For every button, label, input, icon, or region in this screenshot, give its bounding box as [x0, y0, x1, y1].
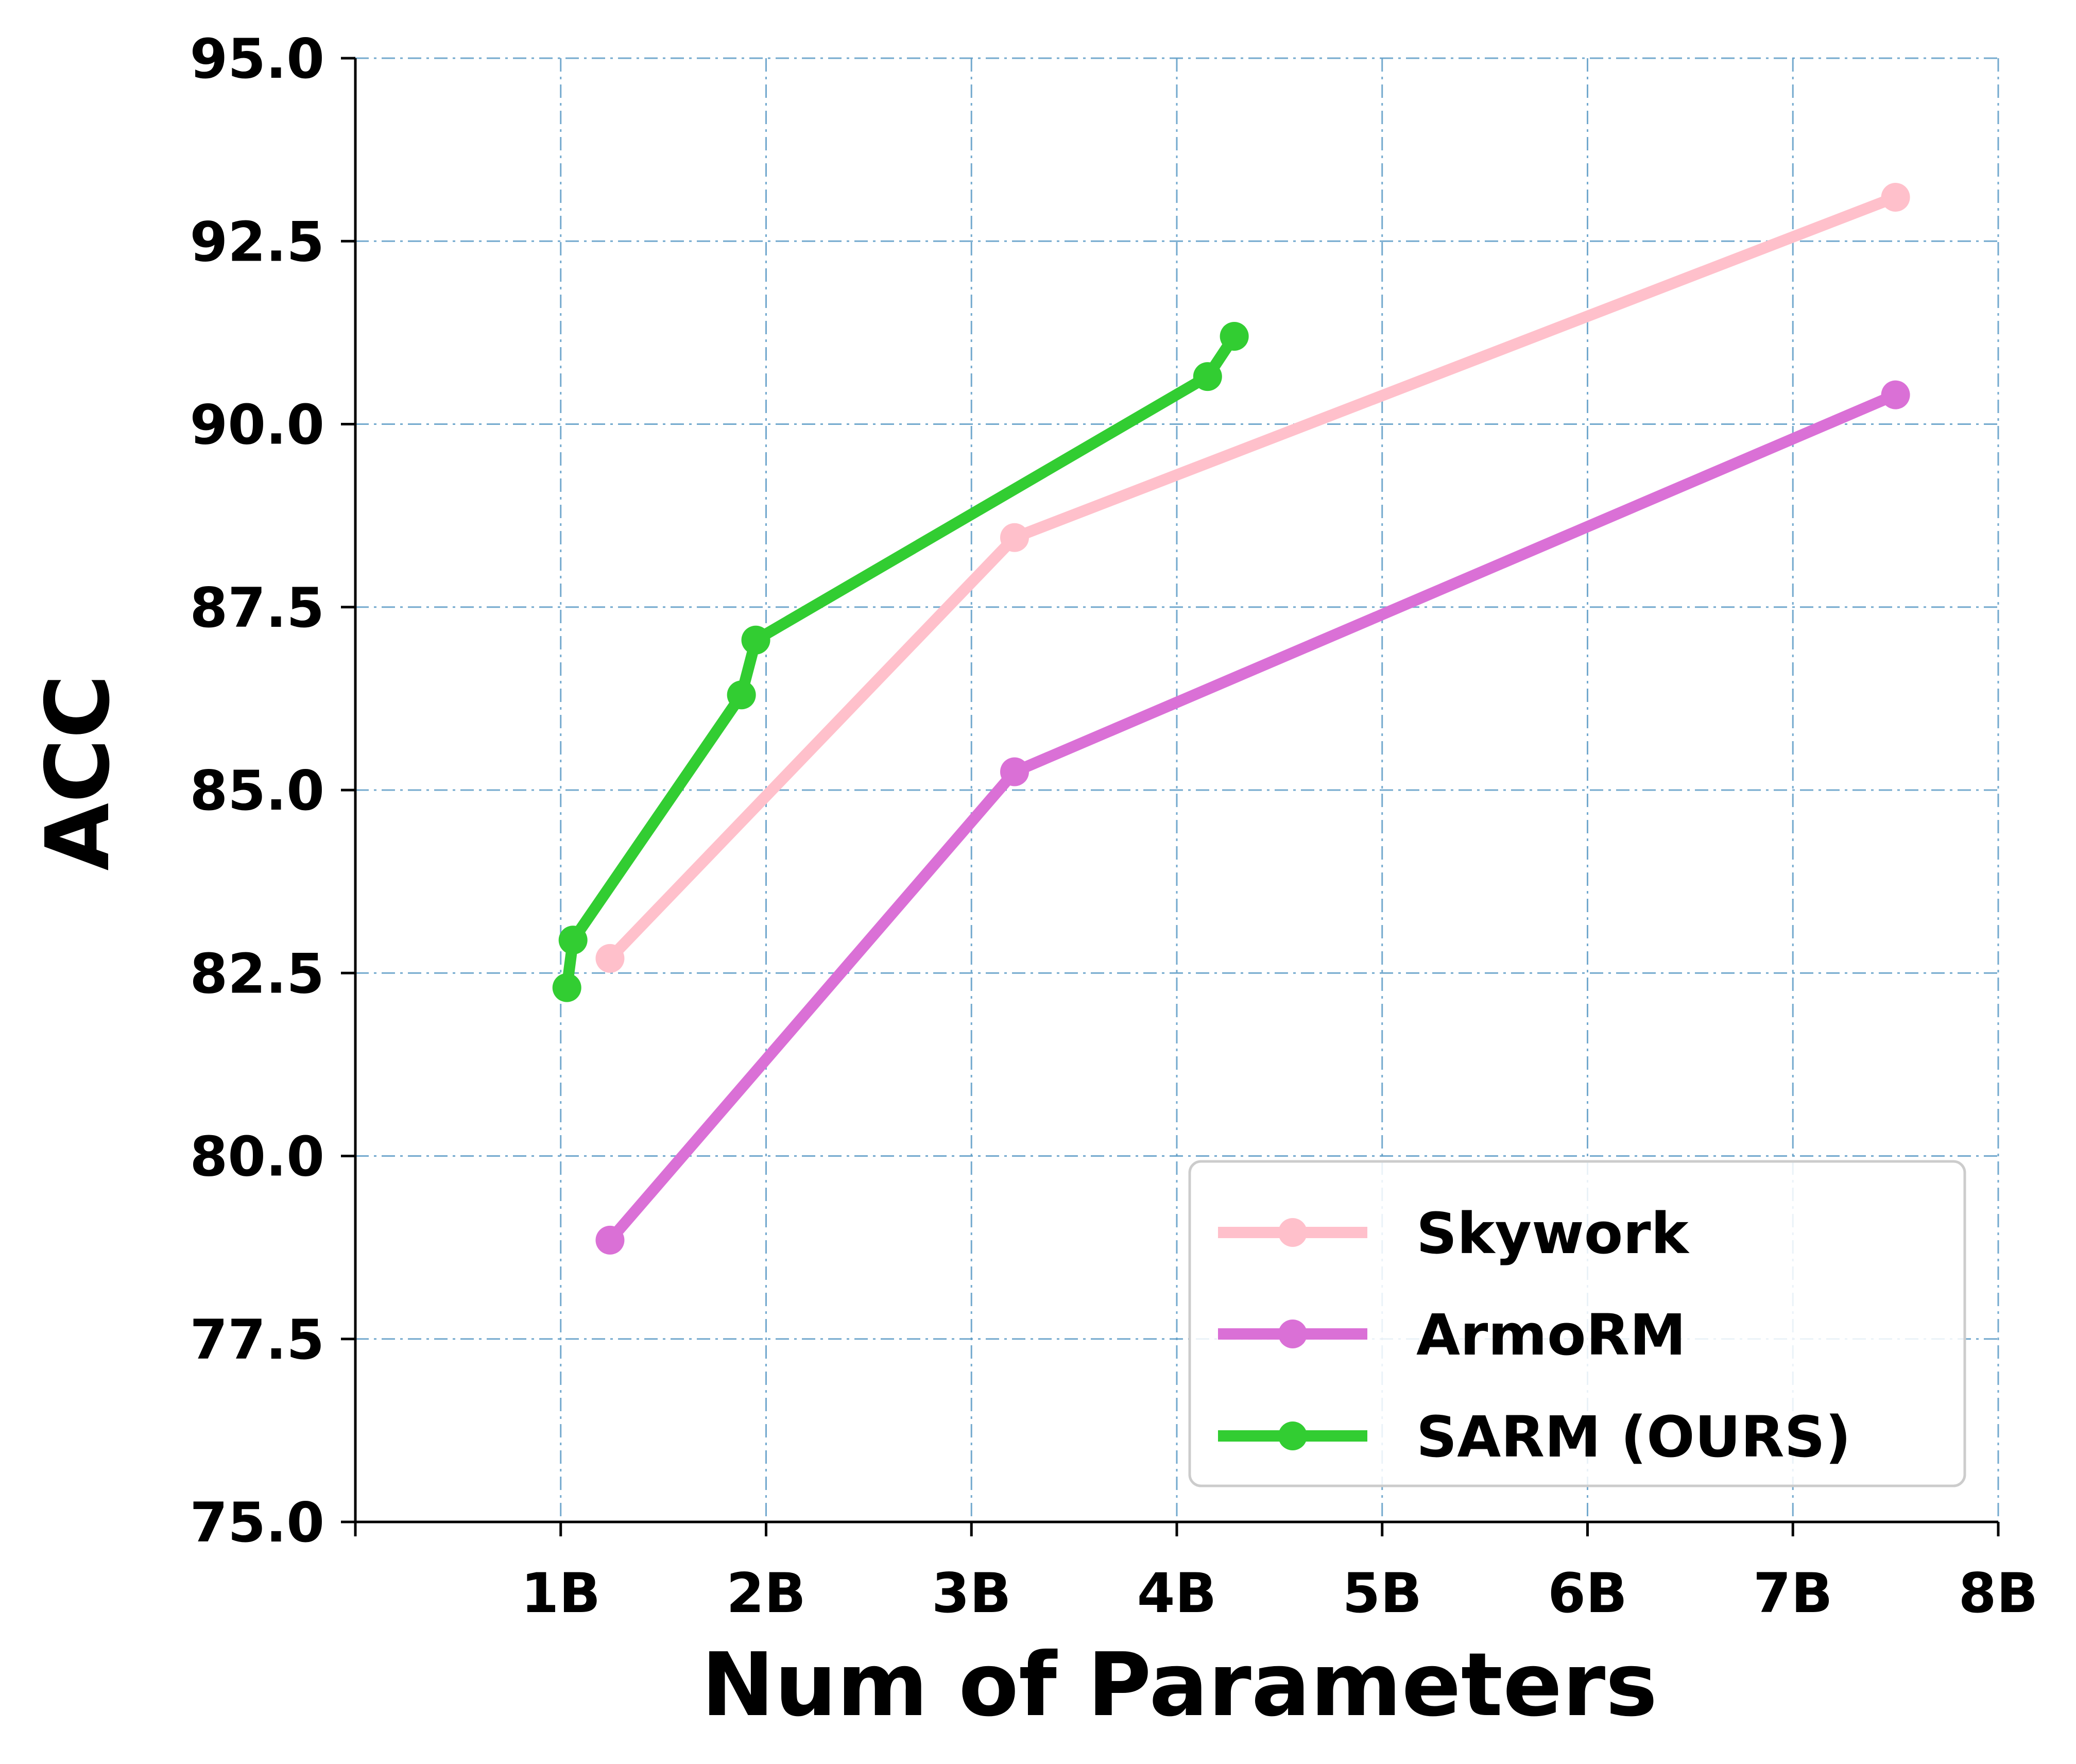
- legend: Skywork ArmoRM SARM (OURS): [1188, 1160, 1966, 1487]
- y-tick-label-0: 75.0: [190, 1491, 324, 1554]
- y-tick-label-1: 77.5: [190, 1308, 324, 1372]
- axes: [341, 57, 2000, 1536]
- y-tick-label-6: 90.0: [190, 393, 324, 457]
- data-point-1-0: [595, 1225, 625, 1255]
- data-point-2-2: [727, 680, 756, 710]
- data-point-2-3: [741, 625, 770, 655]
- x-tick-label-0: 1B: [521, 1562, 601, 1625]
- data-point-2-4: [1193, 362, 1222, 391]
- x-tick-label-3: 4B: [1137, 1562, 1217, 1625]
- x-tick-label-5: 6B: [1548, 1562, 1627, 1625]
- y-tick-label-3: 82.5: [190, 942, 324, 1005]
- y-tick-label-7: 92.5: [190, 210, 324, 273]
- x-tick-label-2: 3B: [932, 1562, 1011, 1625]
- y-tick-label-4: 85.0: [190, 759, 324, 823]
- x-tick-label-1: 2B: [726, 1562, 806, 1625]
- legend-frame: [1188, 1160, 1966, 1487]
- legend-marker-1: [1278, 1320, 1307, 1348]
- legend-label-1: ArmoRM: [1416, 1302, 1686, 1368]
- x-tick-label-6: 7B: [1753, 1562, 1833, 1625]
- series-layer: [552, 182, 1910, 1255]
- x-tick-label-7: 8B: [1959, 1562, 2038, 1625]
- data-point-2-1: [558, 926, 588, 955]
- y-axis-title: ACC: [27, 674, 129, 870]
- data-point-1-1: [1000, 757, 1029, 786]
- legend-label-0: Skywork: [1416, 1201, 1690, 1266]
- series-0: [595, 182, 1910, 973]
- y-tick-label-2: 80.0: [190, 1125, 324, 1189]
- data-point-0-2: [1881, 182, 1910, 212]
- series-2: [552, 321, 1249, 1002]
- data-point-2-5: [1220, 321, 1249, 351]
- tick-labels: 1B 2B 3B 4B 5B 6B 7B 8B 75.0 77.5 80.0 82.5 85.0 87.5…: [190, 27, 2038, 1625]
- y-tick-label-5: 87.5: [190, 576, 324, 640]
- data-point-2-0: [552, 973, 581, 1002]
- x-tick-label-4: 5B: [1342, 1562, 1422, 1625]
- data-point-0-0: [595, 944, 625, 973]
- x-axis-title: Num of Parameters: [701, 1634, 1658, 1736]
- y-tick-label-8: 95.0: [190, 27, 324, 91]
- legend-marker-0: [1278, 1218, 1307, 1247]
- data-point-0-1: [1000, 523, 1029, 552]
- series-1: [595, 380, 1910, 1255]
- data-point-1-2: [1881, 380, 1910, 409]
- legend-label-2: SARM (OURS): [1416, 1404, 1851, 1470]
- legend-marker-2: [1278, 1422, 1307, 1450]
